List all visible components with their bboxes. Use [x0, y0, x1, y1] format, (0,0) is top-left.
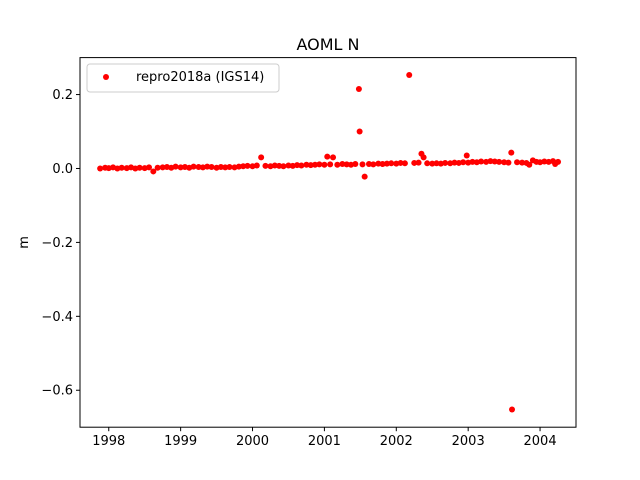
data-point	[541, 158, 548, 165]
data-point	[262, 162, 269, 169]
data-point	[460, 159, 467, 166]
data-point	[240, 163, 247, 170]
legend-marker	[103, 74, 109, 80]
data-point	[204, 163, 211, 170]
data-point	[519, 159, 526, 166]
data-point	[285, 162, 292, 169]
x-tick-label: 2000	[236, 434, 269, 449]
x-tick-label: 2004	[524, 434, 557, 449]
data-point	[505, 159, 512, 166]
x-tick-label: 1998	[92, 434, 125, 449]
data-point	[294, 162, 301, 169]
data-point	[339, 161, 346, 168]
data-point	[190, 163, 197, 170]
data-point	[429, 160, 436, 167]
data-point	[487, 158, 494, 165]
data-point	[324, 153, 331, 160]
data-point	[379, 161, 386, 168]
data-point	[491, 158, 498, 165]
data-point	[253, 162, 260, 169]
data-point	[526, 161, 533, 168]
y-tick-label: 0.0	[52, 162, 73, 177]
data-point	[375, 160, 382, 167]
data-point	[555, 158, 562, 165]
y-axis: 0.2 0.0 −0.2 −0.4 −0.6	[41, 88, 80, 399]
data-point	[172, 163, 179, 170]
data-point	[424, 160, 431, 167]
data-point	[451, 159, 458, 166]
y-tick-label: −0.6	[41, 384, 73, 399]
data-point	[235, 163, 242, 170]
data-point	[97, 165, 104, 172]
legend: repro2018a (IGS14)	[86, 63, 280, 93]
data-point	[356, 128, 363, 135]
data-point	[208, 164, 215, 170]
data-point	[118, 164, 125, 171]
data-point	[406, 71, 413, 78]
data-point	[244, 162, 251, 169]
data-point	[150, 168, 157, 175]
x-tick-label: 1999	[164, 434, 197, 449]
data-point	[159, 164, 166, 171]
chart-title: AOML N	[296, 35, 359, 54]
data-point	[397, 159, 404, 166]
plot-layer	[97, 71, 562, 413]
data-point	[303, 161, 310, 168]
data-point	[258, 154, 265, 161]
data-point	[334, 161, 341, 168]
data-point	[411, 159, 418, 166]
data-point	[217, 164, 224, 170]
data-point	[433, 160, 440, 167]
data-point	[343, 161, 350, 168]
data-point	[316, 161, 323, 168]
data-point	[355, 86, 362, 93]
y-tick-label: −0.4	[41, 310, 73, 325]
y-axis-label: m	[17, 236, 32, 249]
x-tick-label: 2003	[452, 434, 485, 449]
legend-label: repro2018a (IGS14)	[136, 70, 264, 85]
data-point	[388, 160, 395, 167]
data-point	[222, 164, 229, 171]
data-point	[276, 162, 283, 169]
data-point	[370, 161, 377, 168]
data-point	[154, 164, 161, 171]
y-tick-label: −0.2	[41, 236, 73, 251]
data-point	[312, 161, 319, 168]
legend-box	[86, 63, 280, 93]
data-point	[442, 159, 449, 166]
data-point	[307, 162, 314, 169]
data-point	[330, 154, 337, 161]
data-point	[359, 161, 366, 168]
data-point	[365, 161, 372, 168]
data-point	[496, 158, 503, 165]
data-point	[501, 159, 508, 166]
data-point	[469, 158, 476, 165]
data-point	[463, 152, 470, 159]
data-point	[136, 164, 143, 171]
data-point	[509, 406, 516, 413]
data-point	[177, 164, 184, 171]
data-point	[327, 161, 334, 168]
data-point	[321, 161, 328, 168]
data-point	[361, 173, 368, 180]
data-point	[514, 159, 521, 166]
y-tick-label: 0.2	[52, 88, 73, 103]
x-axis: 1998 1999 2000 2001 2002 2003 2004	[92, 427, 557, 449]
data-point	[383, 160, 390, 167]
data-point	[280, 163, 287, 170]
x-tick-label: 2001	[308, 434, 341, 449]
x-tick-label: 2002	[380, 434, 413, 449]
data-point	[352, 161, 359, 168]
data-point	[508, 149, 515, 156]
data-point	[271, 162, 278, 169]
data-point	[401, 160, 408, 167]
data-point	[298, 162, 305, 169]
data-point	[146, 164, 153, 171]
data-point	[478, 158, 485, 165]
data-point	[420, 154, 427, 161]
data-point	[195, 164, 202, 170]
data-point	[226, 164, 233, 170]
data-point	[415, 159, 422, 166]
